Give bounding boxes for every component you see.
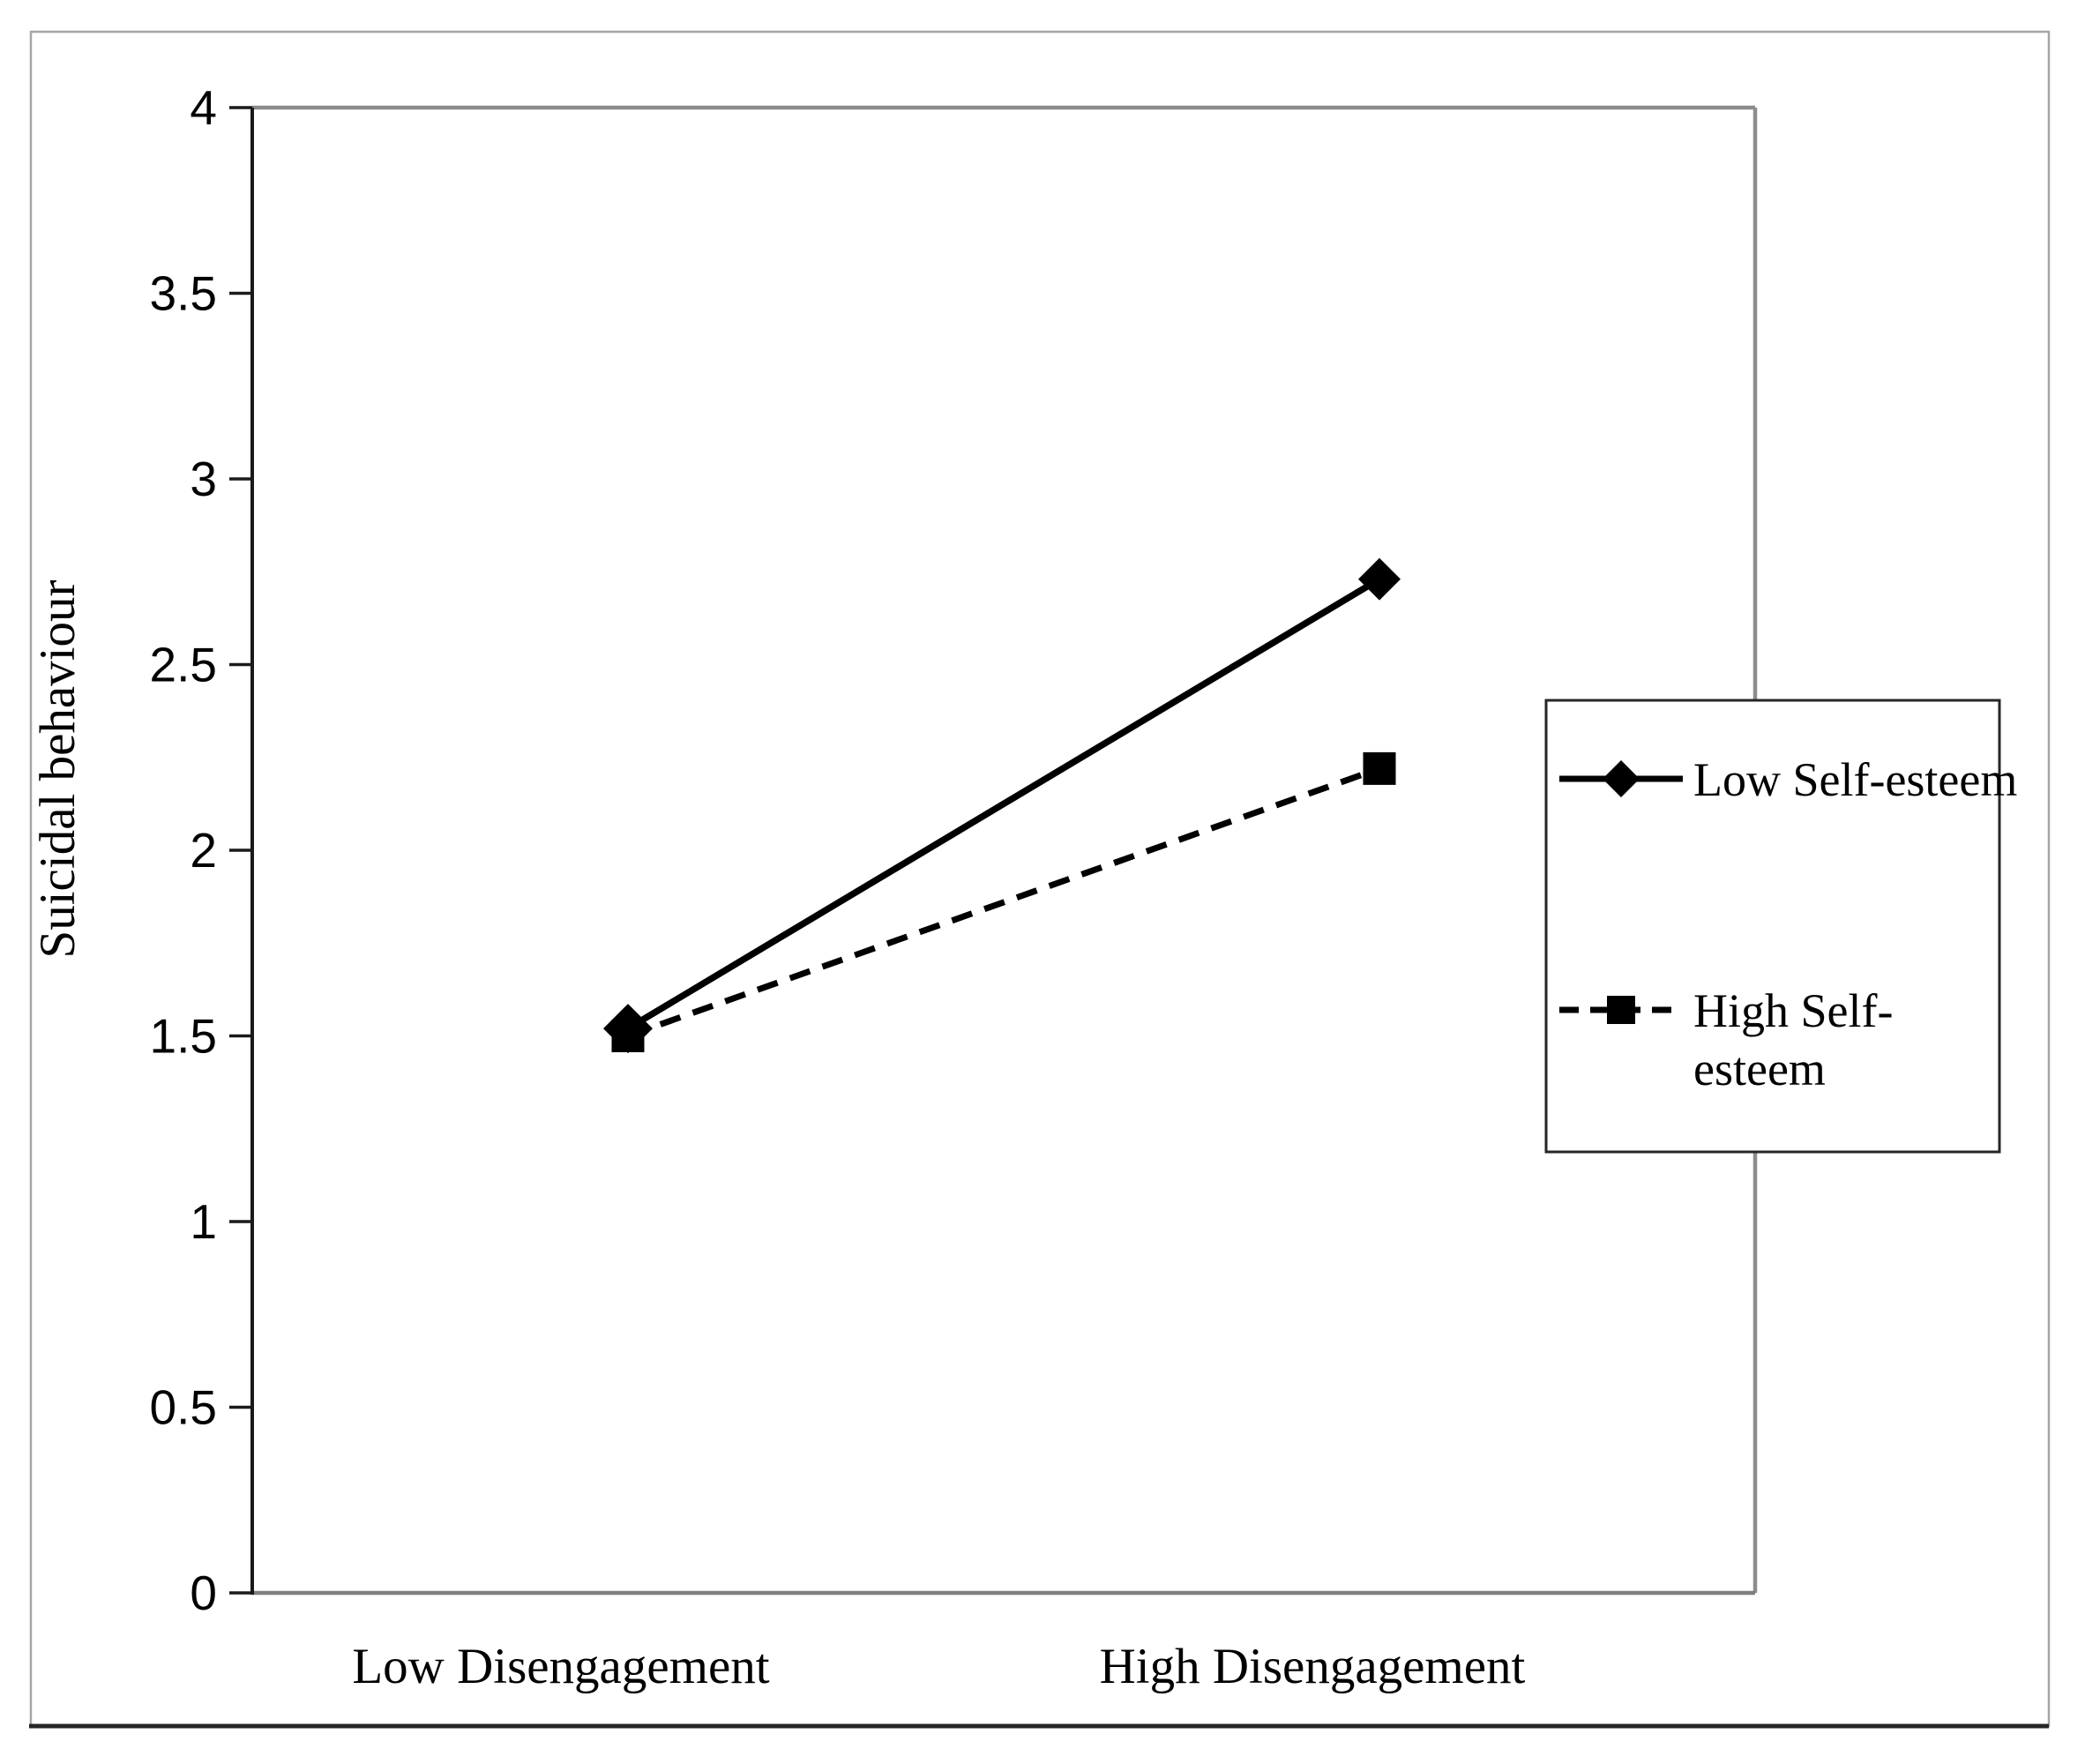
series-1-marker-0 (611, 1020, 645, 1052)
legend-label: Low Self-esteem (1693, 753, 2017, 806)
y-tick-label: 3 (190, 452, 217, 506)
legend-entry-low-self-esteem: Low Self-esteem (1559, 753, 2017, 806)
y-tick-label: 0.5 (150, 1380, 217, 1435)
y-tick-label: 0 (190, 1566, 217, 1620)
x-category-label-high: High Disengagement (1100, 1639, 1526, 1694)
y-tick-label: 1 (190, 1194, 217, 1249)
series-0-line (626, 576, 1381, 1032)
y-axis-title: Suicidal behaviour (30, 579, 86, 958)
y-tick-label: 2 (190, 823, 217, 878)
y-tick-label: 3.5 (150, 266, 217, 321)
legend-square-marker-icon (1607, 996, 1635, 1024)
legend: Low Self-esteem High Self- esteem (1544, 699, 2017, 1154)
legend-label-line-2: esteem (1693, 1043, 1826, 1095)
series-1-marker-1 (1363, 751, 1396, 785)
series-1-line (626, 766, 1381, 1039)
legend-diamond-marker-icon (1603, 760, 1640, 797)
y-tick-label: 4 (190, 80, 217, 135)
x-category-label-low: Low Disengagement (352, 1639, 769, 1694)
y-tick-label: 1.5 (150, 1009, 217, 1064)
legend-entry-high-self-esteem: High Self- esteem (1559, 984, 1905, 1095)
series-0-marker-1 (1358, 557, 1401, 601)
legend-label: High Self- esteem (1693, 984, 1905, 1095)
y-tick-label: 2.5 (150, 638, 217, 692)
legend-label-line-1: High Self- (1693, 984, 1893, 1037)
